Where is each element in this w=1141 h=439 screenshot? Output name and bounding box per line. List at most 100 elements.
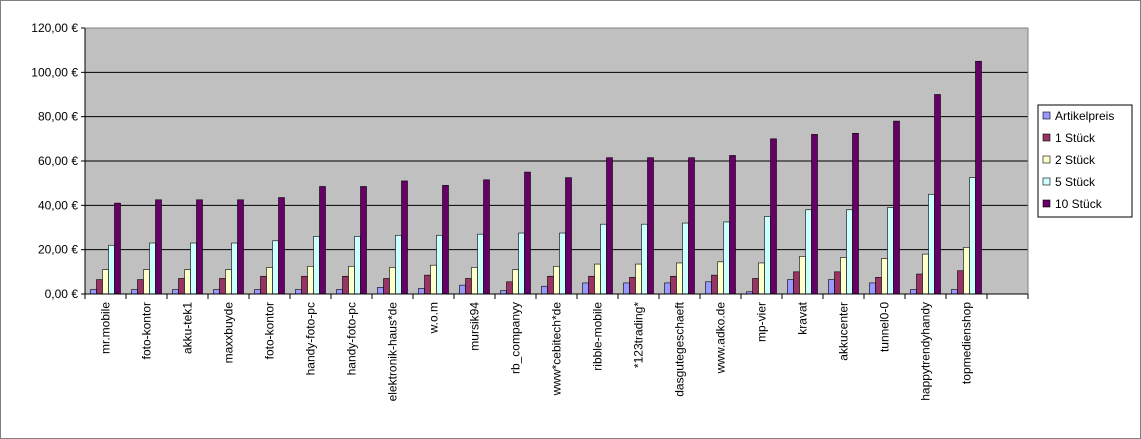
legend-swatch [1042,133,1051,142]
bar [336,289,343,295]
bar [553,265,560,295]
bar [295,289,302,295]
bar [377,287,384,295]
bar [963,247,970,295]
legend-label: 10 Stück [1055,197,1103,211]
legend-label: 5 Stück [1055,175,1096,189]
x-tick-label: maxxbuyde [222,302,236,364]
bar [442,185,449,295]
bar [155,199,162,295]
bar [664,282,671,295]
bar [301,275,308,295]
bar [430,264,437,295]
bar [852,132,859,295]
x-tick-label: www.adko.de [714,302,728,375]
x-tick-label: rb_companyy [509,302,523,374]
bar [840,257,847,295]
y-tick-label: 0,00 € [45,287,79,301]
bar [518,232,525,295]
x-tick-label: akku-tek1 [181,302,195,354]
legend-label: 2 Stück [1055,153,1096,167]
bar [418,288,425,295]
legend-label: 1 Stück [1055,131,1096,145]
bar [623,282,630,295]
bar [471,267,478,295]
bar [547,275,554,295]
bar [278,197,285,295]
x-tick-label: foto-kontor [263,302,277,359]
bar [834,271,841,295]
bar [676,262,683,295]
x-tick-label: foto-kontor [140,302,154,359]
bar [787,279,794,295]
bar [705,281,712,295]
bar [764,216,771,295]
bar [588,275,595,295]
bar [524,171,531,295]
bar [307,265,314,295]
bar [565,177,572,295]
bar [342,275,349,295]
bar [266,267,273,295]
bar [190,242,197,295]
bar [805,209,812,295]
x-tick-label: kravat [796,301,810,334]
bar [137,279,144,295]
y-tick-label: 20,00 € [38,243,78,257]
bar [360,186,367,295]
bar [729,155,736,295]
bar [647,157,654,295]
bar [96,279,103,295]
bar [869,282,876,295]
legend-label: Artikelpreis [1055,109,1114,123]
x-tick-label: www*cebitech*de [550,302,564,397]
bar [600,223,607,295]
bar [102,269,109,295]
bar [319,186,326,295]
bar [436,234,443,295]
bar [178,278,185,295]
bar [383,278,390,295]
bar [184,269,191,295]
x-tick-label: happytrendyhandy [919,302,933,401]
bar [108,244,115,295]
bar [916,273,923,295]
bar [149,242,156,295]
bar [975,60,982,295]
x-tick-label: tunnel0-0 [878,302,892,352]
bar [951,289,958,295]
bar [934,94,941,295]
bar [219,278,226,295]
y-tick-label: 120,00 € [31,21,78,35]
bar [172,289,179,295]
bar [670,275,677,295]
x-tick-label: handy-foto-pc [304,302,318,375]
bar [512,269,519,295]
bar [846,209,853,295]
bar [635,263,642,295]
bar [770,138,777,295]
y-tick-label: 100,00 € [31,65,78,79]
bar [682,222,689,295]
bar [389,267,396,295]
bar [957,270,964,295]
bar [260,275,267,295]
bar [272,240,279,295]
bar [459,284,466,295]
bar [90,289,97,295]
bar [506,281,513,295]
bar [254,289,261,295]
legend-swatch [1042,199,1051,208]
bar [641,223,648,295]
bar [928,193,935,295]
legend-swatch [1042,155,1051,164]
bar [541,285,548,295]
bar [559,232,566,295]
legend-swatch [1042,177,1051,186]
y-tick-label: 80,00 € [38,110,78,124]
bar [887,207,894,295]
y-tick-label: 40,00 € [38,198,78,212]
bar [717,261,724,295]
bar [688,157,695,295]
